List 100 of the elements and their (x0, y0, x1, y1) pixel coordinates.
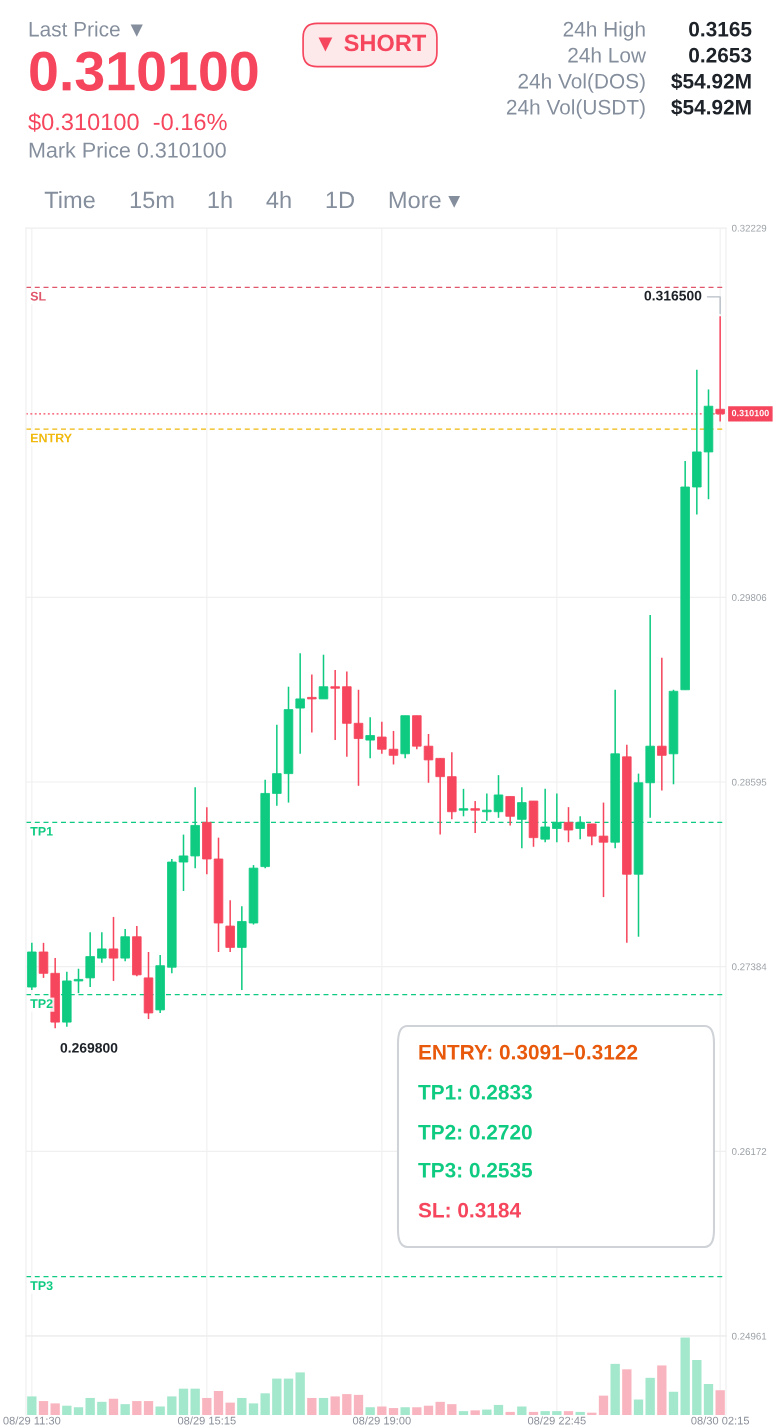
text: $0.310100 -0.16% (28, 112, 227, 132)
bar (505, 1411, 515, 1415)
bar (283, 1378, 294, 1415)
candlestick (307, 673, 317, 734)
candlestick (377, 721, 387, 755)
bar (143, 1401, 154, 1415)
text: $54.92M (671, 98, 751, 116)
annotation: TP2: 0.2720 (418, 1124, 532, 1140)
bar (587, 1412, 597, 1415)
bar (132, 1401, 142, 1415)
candlestick (97, 931, 107, 964)
bar (237, 1397, 247, 1415)
text: 1D (326, 191, 354, 209)
bar (295, 1372, 305, 1415)
bar (423, 1405, 434, 1415)
bar (563, 1411, 574, 1415)
bar (342, 1394, 352, 1415)
candlestick (423, 733, 434, 784)
candlestick (330, 669, 340, 741)
bar (400, 1407, 410, 1415)
y-tick-label: 0.24961 (731, 1332, 767, 1340)
candlestick (272, 724, 282, 807)
bar (447, 1404, 457, 1415)
text: 24h Vol(DOS) (518, 73, 645, 93)
bar (540, 1411, 550, 1415)
bar (365, 1407, 375, 1415)
bar (458, 1411, 469, 1415)
annotation: SL: 0.3184 (418, 1202, 521, 1218)
candlestick (435, 757, 445, 836)
candlestick (388, 730, 399, 766)
bar (167, 1396, 177, 1415)
text: 24h Low (568, 47, 647, 63)
text: 24h High (563, 21, 645, 41)
text: More ▾ (389, 191, 461, 209)
bar (27, 1396, 37, 1415)
candlestick (505, 795, 515, 827)
y-tick-label: 0.26172 (731, 1148, 767, 1155)
candlestick (563, 806, 574, 843)
y-tick-label: 0.28595 (731, 778, 767, 786)
bar (155, 1406, 165, 1415)
bar (645, 1377, 655, 1415)
bar (307, 1397, 317, 1415)
text: 4h (266, 190, 291, 209)
y-tick-label: 0.27384 (731, 963, 767, 971)
bar (622, 1369, 632, 1415)
candlestick (365, 716, 375, 760)
bar (213, 1390, 224, 1415)
text: $54.92M (671, 72, 751, 90)
text: ▼ SHORT (318, 34, 427, 52)
text: Time (44, 190, 95, 209)
annotation: TP3: 0.2535 (418, 1162, 533, 1178)
bar (470, 1410, 480, 1415)
candlestick (38, 942, 49, 979)
candlestick (353, 689, 364, 787)
bar (703, 1384, 714, 1415)
bar (680, 1337, 690, 1415)
text: 1h (208, 190, 232, 209)
bar (120, 1404, 130, 1415)
bar (552, 1411, 562, 1415)
bar (248, 1403, 259, 1415)
x-tick-label: 08/29 11:30 (3, 1416, 61, 1425)
bar (657, 1365, 667, 1415)
x-tick-label: 08/29 19:00 (352, 1416, 411, 1425)
candlestick (108, 916, 119, 982)
bar (482, 1409, 492, 1415)
bar (50, 1403, 60, 1415)
y-tick-label: 0.29806 (731, 594, 767, 601)
bar (190, 1388, 200, 1415)
bar (353, 1394, 364, 1415)
text: Last Price ▼ (29, 21, 143, 37)
candlestick (295, 652, 305, 755)
bar (598, 1395, 609, 1415)
candlestick (587, 823, 597, 847)
candlestick (85, 931, 95, 988)
bar (260, 1393, 270, 1415)
bar (318, 1397, 329, 1415)
candlestick (458, 788, 469, 818)
bar (108, 1398, 119, 1415)
bar (85, 1397, 95, 1415)
bar (330, 1396, 340, 1415)
bar (38, 1401, 49, 1415)
ref-line-label: TP3 (30, 1281, 53, 1291)
ref-line-label: SL (30, 291, 46, 301)
ref-line-label: ENTRY (31, 433, 72, 443)
ref-line-label: 0.310100 (731, 409, 769, 417)
bar (62, 1405, 72, 1415)
bar (388, 1408, 399, 1415)
candlestick (657, 656, 667, 792)
bar (73, 1407, 84, 1415)
text: 24h Vol(USDT) (506, 99, 645, 119)
text: 0.2653 (689, 47, 752, 63)
bar (528, 1411, 539, 1415)
bar (610, 1363, 620, 1415)
bar (178, 1388, 189, 1415)
bar (202, 1397, 212, 1415)
bar (272, 1378, 282, 1415)
bar (692, 1360, 702, 1415)
bar (633, 1399, 644, 1415)
annotation: TP1: 0.2833 (418, 1084, 532, 1100)
bar (493, 1404, 504, 1415)
